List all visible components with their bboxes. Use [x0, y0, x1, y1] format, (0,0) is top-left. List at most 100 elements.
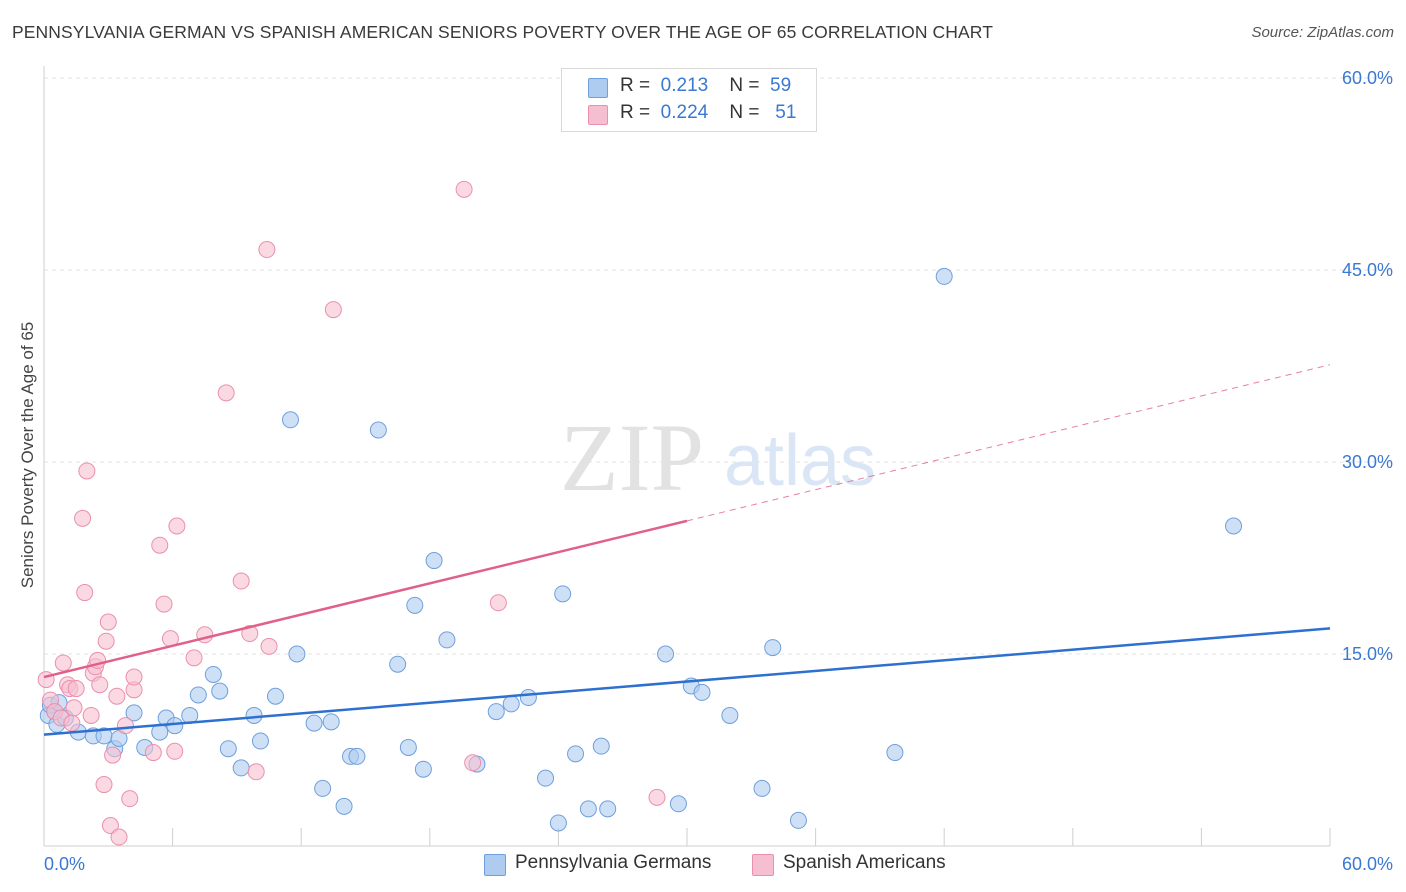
- point-spanish-american: [232, 572, 250, 590]
- point-pennsylvania-german: [204, 665, 222, 683]
- point-spanish-american: [95, 776, 113, 794]
- legend-swatch-blue: [588, 78, 608, 98]
- series-spanish-americans: [37, 180, 666, 846]
- point-pennsylvania-german: [251, 732, 269, 750]
- point-spanish-american: [166, 742, 184, 760]
- point-pennsylvania-german: [519, 689, 537, 707]
- legend-swatch-pink: [588, 105, 608, 125]
- point-spanish-american: [76, 584, 94, 602]
- point-pennsylvania-german: [567, 745, 585, 763]
- r-value: 0.224: [660, 102, 709, 123]
- point-spanish-american: [78, 462, 96, 480]
- point-spanish-american: [74, 509, 92, 527]
- point-pennsylvania-german: [232, 759, 250, 777]
- point-spanish-american: [324, 301, 342, 319]
- point-spanish-american: [63, 714, 81, 732]
- point-pennsylvania-german: [335, 797, 353, 815]
- y-tick-label: 15.0%: [1342, 644, 1393, 664]
- point-pennsylvania-german: [414, 760, 432, 778]
- point-pennsylvania-german: [537, 769, 555, 787]
- legend-swatch-blue: [484, 854, 506, 876]
- chart-title: PENNSYLVANIA GERMAN VS SPANISH AMERICAN …: [12, 22, 994, 42]
- point-pennsylvania-german: [549, 814, 567, 832]
- point-spanish-american: [101, 817, 119, 835]
- x-tick-label: 0.0%: [44, 854, 85, 874]
- point-spanish-american: [125, 668, 143, 686]
- legend-swatch-pink: [752, 854, 774, 876]
- point-spanish-american: [155, 595, 173, 613]
- point-pennsylvania-german: [406, 596, 424, 614]
- y-tick-label: 60.0%: [1342, 68, 1393, 88]
- point-pennsylvania-german: [348, 747, 366, 765]
- point-spanish-american: [241, 625, 259, 643]
- point-pennsylvania-german: [502, 695, 520, 713]
- point-pennsylvania-german: [369, 421, 387, 439]
- correlation-legend: R = 0.213 N = 59 R = 0.224 N = 51: [561, 68, 817, 132]
- series-pennsylvania-germans: [39, 267, 1243, 832]
- point-pennsylvania-german: [753, 779, 771, 797]
- point-pennsylvania-german: [669, 795, 687, 813]
- point-spanish-american: [260, 637, 278, 655]
- point-spanish-american: [217, 384, 235, 402]
- watermark-atlas: atlas: [724, 421, 876, 501]
- point-spanish-american: [144, 744, 162, 762]
- point-spanish-american: [121, 790, 139, 808]
- point-spanish-american: [104, 746, 122, 764]
- point-pennsylvania-german: [389, 655, 407, 673]
- point-spanish-american: [464, 754, 482, 772]
- point-pennsylvania-german: [189, 686, 207, 704]
- point-pennsylvania-german: [288, 645, 306, 663]
- point-spanish-american: [648, 788, 666, 806]
- y-axis-label: Seniors Poverty Over the Age of 65: [18, 321, 37, 589]
- point-pennsylvania-german: [125, 704, 143, 722]
- point-pennsylvania-german: [438, 631, 456, 649]
- point-pennsylvania-german: [721, 706, 739, 724]
- point-pennsylvania-german: [554, 585, 572, 603]
- point-spanish-american: [116, 717, 134, 735]
- point-spanish-american: [99, 613, 117, 631]
- point-spanish-american: [110, 828, 128, 846]
- trend-extension-spanish-americans: [686, 364, 1331, 522]
- legend-label: Pennsylvania Germans: [515, 852, 712, 873]
- point-pennsylvania-german: [579, 800, 597, 818]
- n-label: N =: [729, 102, 760, 123]
- point-spanish-american: [151, 536, 169, 554]
- point-pennsylvania-german: [266, 687, 284, 705]
- r-value: 0.213: [660, 75, 709, 96]
- point-pennsylvania-german: [166, 717, 184, 735]
- point-pennsylvania-german: [305, 714, 323, 732]
- point-spanish-american: [489, 594, 507, 612]
- point-pennsylvania-german: [693, 683, 711, 701]
- point-spanish-american: [247, 763, 265, 781]
- point-pennsylvania-german: [211, 682, 229, 700]
- y-tick-label: 45.0%: [1342, 260, 1393, 280]
- trend-lines: [43, 364, 1331, 736]
- point-pennsylvania-german: [1225, 517, 1243, 535]
- point-pennsylvania-german: [657, 645, 675, 663]
- point-spanish-american: [67, 680, 85, 698]
- point-pennsylvania-german: [281, 411, 299, 429]
- source-label: Source: ZipAtlas.com: [1251, 24, 1394, 41]
- point-pennsylvania-german: [314, 779, 332, 797]
- watermark: ZIP atlas: [560, 404, 876, 511]
- point-spanish-american: [91, 676, 109, 694]
- n-value: 59: [770, 75, 792, 96]
- point-spanish-american: [97, 632, 115, 650]
- watermark-zip: ZIP: [560, 404, 704, 511]
- r-label: R =: [620, 75, 651, 96]
- point-pennsylvania-german: [425, 552, 443, 570]
- point-pennsylvania-german: [764, 639, 782, 657]
- point-spanish-american: [65, 699, 83, 717]
- gridlines: [44, 77, 1392, 655]
- point-spanish-american: [185, 649, 203, 667]
- point-spanish-american: [82, 706, 100, 724]
- point-spanish-american: [258, 241, 276, 259]
- point-pennsylvania-german: [886, 744, 904, 762]
- point-spanish-american: [108, 687, 126, 705]
- point-pennsylvania-german: [399, 738, 417, 756]
- y-tick-label: 30.0%: [1342, 452, 1393, 472]
- trend-line-pennsylvania-germans: [43, 627, 1331, 736]
- tick-labels: 15.0% 30.0% 45.0% 60.0% 0.0% 60.0%: [44, 68, 1393, 874]
- n-label: N =: [729, 75, 760, 96]
